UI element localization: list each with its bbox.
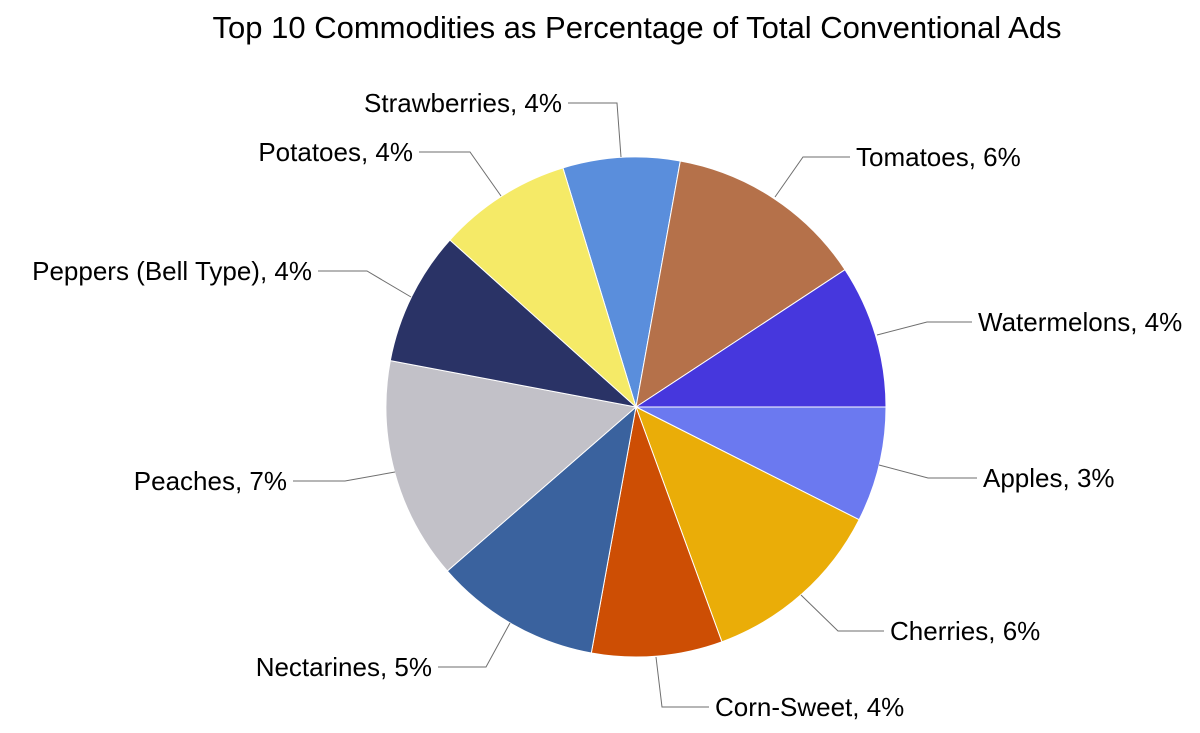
slice-label-nectarines: Nectarines, 5% (256, 652, 432, 682)
pie-slice-nectarines (446, 405, 637, 654)
slice-label-peppers-bell-type: Peppers (Bell Type), 4% (32, 256, 312, 286)
pie-slice-corn-sweet (590, 405, 723, 658)
leader-line-apples (878, 464, 977, 479)
slice-label-corn-sweet: Corn-Sweet, 4% (715, 692, 904, 722)
slice-label-potatoes: Potatoes, 4% (258, 137, 413, 167)
slice-label-tomatoes: Tomatoes, 6% (856, 142, 1021, 172)
pie-slice-watermelons (634, 269, 887, 408)
leader-line-tomatoes (774, 156, 850, 198)
pie-slice-strawberries (562, 156, 681, 408)
slice-label-strawberries: Strawberries, 4% (364, 88, 562, 118)
leader-line-strawberries (568, 102, 622, 158)
slice-label-peaches: Peaches, 7% (134, 466, 287, 496)
pie-slice-potatoes (449, 167, 638, 409)
leader-line-nectarines (438, 622, 511, 668)
leader-line-peppers-bell-type (318, 270, 412, 298)
pie-slice-tomatoes (635, 160, 846, 409)
slice-label-watermelons: Watermelons, 4% (978, 307, 1182, 337)
chart-title: Top 10 Commodities as Percentage of Tota… (213, 10, 1062, 45)
leader-line-corn-sweet (655, 656, 709, 708)
pie-slice-cherries (635, 405, 860, 643)
slice-label-apples: Apples, 3% (983, 463, 1115, 493)
leader-line-potatoes (419, 151, 502, 197)
leader-line-watermelons (876, 321, 972, 336)
slice-label-cherries: Cherries, 6% (890, 616, 1040, 646)
pie-slices-group (385, 156, 887, 658)
slice-labels-group: Strawberries, 4% Tomatoes, 6% Watermelons,… (32, 88, 1182, 722)
leader-line-peaches (293, 471, 396, 482)
leader-line-cherries (800, 594, 884, 632)
pie-slice-peppers-bell-type (389, 239, 638, 408)
leader-lines-group (293, 102, 977, 708)
